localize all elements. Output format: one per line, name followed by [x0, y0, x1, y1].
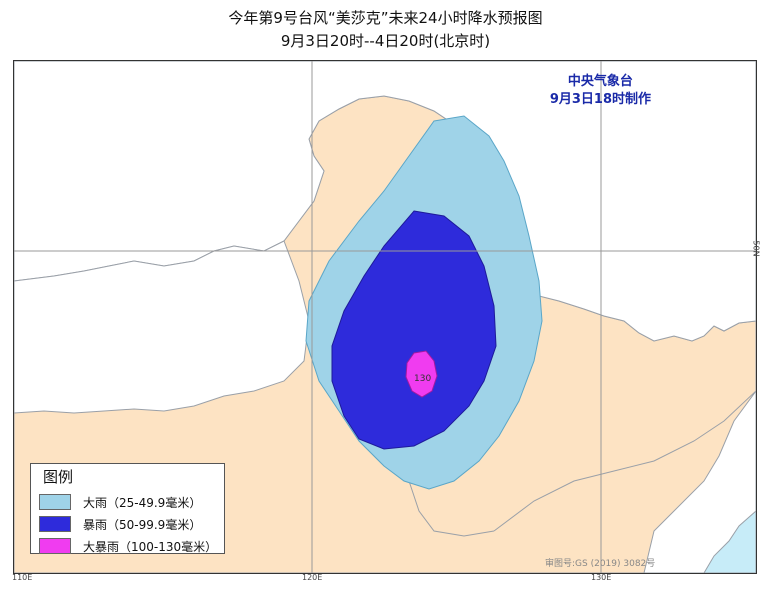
lat-label-50n: 50N: [751, 240, 761, 257]
legend-item: 暴雨（50-99.9毫米）: [39, 514, 217, 534]
agency-made-time: 9月3日18时制作: [549, 92, 651, 107]
legend-label: 大暴雨（100-130毫米）: [83, 539, 218, 554]
map-title: 今年第9号台风“美莎克”未来24小时降水预报图: [228, 9, 543, 27]
sea-region: [703, 510, 756, 573]
east-outer-region: [643, 390, 756, 573]
max-rain-label: 130: [414, 374, 432, 384]
lon-label-130e: 130E: [591, 573, 612, 582]
map-subtitle: 9月3日20时--4日20时(北京时): [280, 32, 491, 50]
legend-swatch-severe: [39, 538, 71, 554]
legend-item: 大雨（25-49.9毫米）: [39, 492, 217, 512]
legend-label: 暴雨（50-99.9毫米）: [83, 517, 202, 532]
province-boundary: [493, 390, 756, 532]
lon-label-120e: 120E: [302, 573, 323, 582]
rain-zone-severe: [405, 350, 438, 398]
legend-label: 大雨（25-49.9毫米）: [83, 495, 202, 510]
map-canvas: [14, 61, 756, 573]
map-approval-number: 审图号:GS (2019) 3082号: [545, 559, 656, 569]
legend: 图例 大雨（25-49.9毫米） 暴雨（50-99.9毫米） 大暴雨（100-1…: [30, 463, 225, 554]
agency-block: 中央气象台 9月3日18时制作: [550, 73, 651, 109]
rain-zone-rainstorm: [331, 210, 497, 450]
legend-title: 图例: [43, 468, 74, 486]
legend-swatch-rainstorm: [39, 516, 71, 532]
legend-swatch-heavy: [39, 494, 71, 510]
map-frame: [13, 60, 757, 574]
lon-label-110e: 110E: [12, 573, 33, 582]
legend-item: 大暴雨（100-130毫米）: [39, 536, 217, 556]
agency-name: 中央气象台: [567, 74, 633, 89]
